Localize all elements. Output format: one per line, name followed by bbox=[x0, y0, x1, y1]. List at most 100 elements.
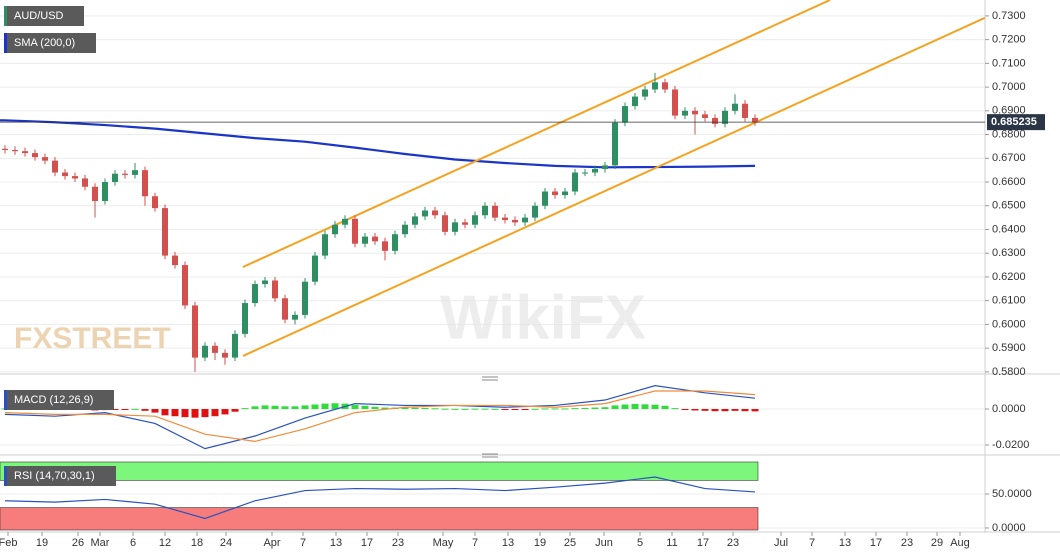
candle-body bbox=[572, 172, 578, 192]
histogram-bar bbox=[281, 406, 289, 410]
candle-body bbox=[2, 148, 8, 150]
y-tick-label: 0.5800 bbox=[992, 366, 1026, 378]
y-tick-label: 0.7200 bbox=[992, 34, 1026, 46]
histogram-bar bbox=[141, 409, 149, 411]
x-tick-label: 17 bbox=[697, 537, 709, 549]
y-tick-label: 0.7000 bbox=[992, 81, 1026, 93]
x-tick-label: 13 bbox=[330, 537, 342, 549]
histogram-bar bbox=[171, 409, 179, 417]
histogram-bar bbox=[711, 409, 719, 412]
histogram-bar bbox=[671, 408, 679, 410]
channel-line bbox=[242, 0, 831, 268]
candle-body bbox=[492, 205, 498, 218]
candle-body bbox=[412, 216, 418, 225]
candle-body bbox=[552, 191, 558, 196]
legend-box bbox=[4, 6, 84, 26]
overbought-zone bbox=[0, 461, 759, 481]
y-tick-label: 0.6900 bbox=[992, 105, 1026, 117]
x-tick-label: 18 bbox=[191, 537, 203, 549]
panel-handle[interactable] bbox=[482, 453, 498, 458]
candle-body bbox=[622, 106, 628, 123]
candle-body bbox=[32, 153, 38, 158]
histogram-bar bbox=[661, 405, 669, 410]
x-tick-label: 7 bbox=[809, 537, 815, 549]
histogram-bar bbox=[551, 408, 559, 410]
histogram-bar bbox=[701, 409, 709, 411]
x-tick-label: 23 bbox=[392, 537, 404, 549]
x-tick-label: 23 bbox=[901, 537, 913, 549]
legend-box bbox=[4, 466, 116, 486]
sma-line bbox=[4, 119, 756, 169]
histogram-bar bbox=[491, 408, 499, 410]
candle-body bbox=[372, 236, 378, 242]
candle-body bbox=[682, 110, 688, 116]
legend-box bbox=[4, 390, 114, 410]
candle-body bbox=[322, 234, 328, 256]
histogram-bar bbox=[421, 407, 429, 410]
candle-body bbox=[482, 205, 488, 216]
histogram-bar bbox=[351, 405, 359, 410]
histogram-bar bbox=[691, 409, 699, 411]
candle-body bbox=[502, 217, 508, 220]
price-label-box bbox=[987, 114, 1045, 131]
histogram-bar bbox=[211, 409, 219, 417]
x-tick-label: Aug bbox=[950, 537, 970, 549]
oversold-zone bbox=[0, 507, 759, 531]
candle-body bbox=[382, 241, 388, 251]
candle-body bbox=[72, 176, 78, 179]
candle-body bbox=[532, 205, 538, 218]
candle-body bbox=[102, 182, 108, 202]
x-tick-label: May bbox=[433, 537, 454, 549]
candle-body bbox=[462, 222, 468, 225]
x-tick-label: 17 bbox=[870, 537, 882, 549]
x-tick-label: 24 bbox=[220, 537, 232, 549]
x-tick-label: 29 bbox=[931, 537, 943, 549]
histogram-bar bbox=[501, 409, 509, 411]
candle-body bbox=[312, 255, 318, 282]
candle-body bbox=[732, 103, 738, 111]
candle-body bbox=[152, 196, 158, 209]
histogram-bar bbox=[251, 406, 259, 410]
rsi-line bbox=[4, 476, 756, 520]
candle-body bbox=[242, 303, 248, 334]
candle-body bbox=[452, 222, 458, 232]
y-tick-label: 0.6600 bbox=[992, 176, 1026, 188]
histogram-bar bbox=[621, 404, 629, 410]
histogram-bar bbox=[441, 408, 449, 410]
candle-body bbox=[42, 157, 48, 161]
y-tick-label: 0.0000 bbox=[992, 522, 1026, 534]
candle-body bbox=[52, 160, 58, 173]
histogram-bar bbox=[471, 408, 479, 410]
histogram-bar bbox=[301, 405, 309, 410]
x-tick-label: 6 bbox=[130, 537, 136, 549]
panel-handle[interactable] bbox=[482, 376, 498, 381]
histogram-bar bbox=[751, 409, 759, 412]
candle-body bbox=[442, 215, 448, 232]
histogram-bar bbox=[451, 408, 459, 410]
y-tick-label: 0.6400 bbox=[992, 223, 1026, 235]
candle-body bbox=[62, 172, 68, 177]
candle-body bbox=[582, 172, 588, 174]
x-tick-label: Jun bbox=[595, 537, 613, 549]
candle-body bbox=[352, 218, 358, 244]
candle-body bbox=[252, 284, 258, 304]
histogram-bar bbox=[601, 407, 609, 410]
x-tick-label: 19 bbox=[36, 537, 48, 549]
candle-body bbox=[602, 165, 608, 169]
y-tick-label: 0.6800 bbox=[992, 128, 1026, 140]
legend-label: SMA (200,0) bbox=[14, 37, 75, 49]
histogram-bar bbox=[311, 404, 319, 410]
candle-body bbox=[422, 210, 428, 217]
histogram-bar bbox=[411, 407, 419, 410]
x-tick-label: 7 bbox=[300, 537, 306, 549]
histogram-bar bbox=[131, 408, 139, 410]
main-plot bbox=[0, 0, 985, 372]
candle-body bbox=[512, 219, 518, 223]
candle-body bbox=[742, 103, 748, 118]
candle-body bbox=[752, 117, 758, 123]
y-tick-label: 0.7100 bbox=[992, 57, 1026, 69]
candle-body bbox=[642, 89, 648, 97]
histogram-bar bbox=[271, 405, 279, 410]
